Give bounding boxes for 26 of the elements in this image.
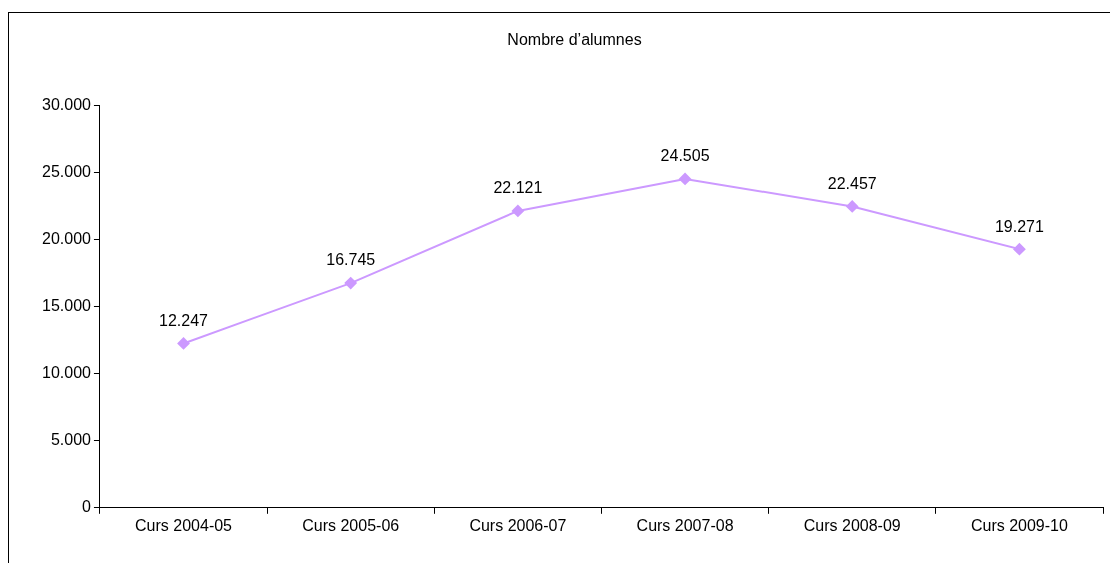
x-tick-label: Curs 2008-09	[803, 516, 901, 534]
y-tick-label: 20.000	[42, 229, 92, 247]
data-label: 22.121	[493, 179, 543, 197]
y-tick-label: 10.000	[42, 364, 92, 382]
data-label: 19.271	[994, 217, 1044, 235]
point	[511, 204, 524, 217]
y-tick-label: 30.000	[42, 95, 92, 113]
point	[177, 337, 190, 350]
x-tick-label: Curs 2009-10	[970, 516, 1068, 534]
data-label: 16.745	[326, 251, 376, 269]
point	[1013, 243, 1026, 256]
x-tick-label: Curs 2005-06	[302, 516, 400, 534]
data-label: 12.247	[159, 311, 209, 329]
x-tick-label: Curs 2006-07	[469, 516, 567, 534]
y-tick-label: 5.000	[50, 431, 92, 449]
point	[679, 172, 692, 185]
y-tick-label: 15.000	[42, 296, 92, 314]
y-tick-label: 25.000	[42, 162, 92, 180]
x-tick-label: Curs 2004-05	[135, 516, 233, 534]
y-tick-label: 0	[82, 498, 92, 516]
data-label: 22.457	[827, 174, 877, 192]
chart-title: Nombre d’alumnes	[507, 31, 642, 49]
x-tick-label: Curs 2007-08	[636, 516, 734, 534]
point	[344, 277, 357, 290]
point	[846, 200, 859, 213]
data-label: 24.505	[660, 147, 710, 165]
